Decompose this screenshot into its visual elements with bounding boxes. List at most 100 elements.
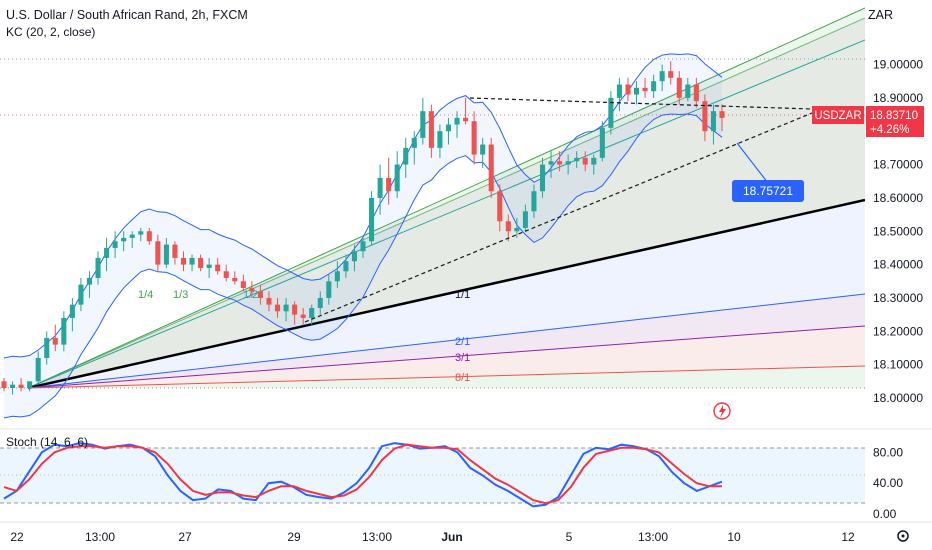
candle-body [505, 221, 511, 232]
candle-body [10, 384, 16, 388]
candle-body [411, 137, 417, 148]
band-lower [3, 113, 723, 419]
price-tag-box [866, 106, 924, 137]
candle-body [599, 127, 605, 158]
price-tick-label: 18.60000 [873, 191, 923, 205]
candle-body [420, 111, 426, 138]
note-tag-text: 18.75721 [743, 184, 793, 198]
candle-body [565, 161, 571, 165]
time-tick-label: 13:00 [362, 530, 392, 544]
candle-body [480, 144, 486, 155]
candle-body [522, 211, 528, 228]
time-tick-label: 22 [10, 530, 24, 544]
candle-body [557, 161, 563, 165]
trendline-lower [304, 112, 813, 323]
candle-body [394, 164, 400, 192]
flash-icon[interactable] [713, 402, 731, 420]
time-axis[interactable]: 22 13:00 27 29 13:00 Jun 5 13:00 10 12 [10, 530, 855, 544]
indicator-label-stoch[interactable]: Stoch (14, 6, 6) [6, 435, 89, 449]
gann-label: 3/1 [455, 352, 470, 364]
candle-body [548, 161, 554, 165]
candle-body [471, 121, 477, 155]
candle-body [300, 314, 306, 318]
candle-body [309, 307, 315, 318]
gann-label: 1/1 [455, 289, 470, 301]
candle-body [539, 164, 546, 192]
candle-body [351, 251, 357, 262]
price-tick-label: 18.30000 [873, 291, 923, 305]
price-tick-label: 18.10000 [873, 358, 923, 372]
stoch-tick-label: 0.00 [873, 507, 897, 521]
trendlines[interactable] [304, 97, 813, 323]
price-tick-label: 18.00000 [873, 391, 923, 405]
candle-body [531, 191, 537, 212]
note-tag[interactable]: 18.75721 [732, 180, 804, 202]
candle-body [232, 277, 238, 282]
symbol-tag-box [812, 106, 864, 124]
candle-body [334, 271, 340, 282]
candle-body [206, 264, 212, 268]
callout-line [736, 142, 769, 184]
price-axis-bg [865, 0, 932, 550]
candle-body [445, 124, 452, 132]
candles [1, 61, 725, 395]
time-tick-label: Jun [441, 530, 462, 544]
candle-body [163, 244, 169, 265]
candle-body [44, 337, 50, 358]
candle-body [428, 111, 434, 148]
gann-label: 1/3 [173, 289, 188, 301]
candle-body [685, 84, 691, 98]
gann-line-1-3 [27, 17, 865, 389]
candle-body [198, 257, 204, 268]
candle-body [69, 304, 75, 318]
candle-body [651, 81, 657, 92]
candle-body [693, 84, 699, 102]
candle-body [719, 111, 725, 118]
time-tick-label: 13:00 [85, 530, 115, 544]
candle-body [454, 117, 460, 125]
settings-icon[interactable] [897, 530, 909, 542]
candle-body [189, 257, 195, 265]
candle-body [608, 97, 614, 128]
candle-body [18, 384, 24, 388]
trendline-upper [469, 97, 813, 110]
stoch-tick-label: 80.00 [873, 445, 903, 459]
candle-body [146, 231, 152, 242]
candle-body [488, 144, 494, 192]
gann-line-8-1 [27, 365, 865, 389]
gann-label: 2/1 [455, 336, 470, 348]
candle-body [574, 157, 580, 162]
price-tick-label: 18.90000 [873, 91, 923, 105]
stoch-pane [0, 447, 865, 504]
candle-body [377, 177, 383, 198]
price-axis[interactable]: 19.0000018.9000018.8000018.7000018.60000… [865, 0, 932, 550]
gann-line-3-1 [27, 325, 865, 389]
candle-body [343, 261, 349, 272]
price-tick-label: 19.00000 [873, 58, 923, 72]
gann-label: 1/4 [138, 289, 153, 301]
candle-body [463, 117, 469, 122]
candle-body [668, 71, 674, 78]
time-tick-label: 12 [841, 530, 855, 544]
candle-body [616, 84, 622, 98]
candle-body [78, 284, 84, 305]
price-tick-label: 18.40000 [873, 258, 923, 272]
stoch-lines [3, 442, 723, 508]
indicator-label-kc[interactable]: KC (20, 2, close) [6, 25, 96, 39]
candle-body [249, 287, 255, 292]
candle-body [1, 381, 7, 388]
candle-body [129, 234, 135, 238]
time-tick-label: 29 [287, 530, 301, 544]
candle-body [386, 177, 392, 192]
candle-body [121, 237, 127, 242]
gann-label: 1/2 [243, 289, 258, 301]
candle-body [180, 257, 187, 265]
currency-label[interactable]: ZAR [868, 8, 893, 22]
price-tag: USDZAR 18.83710 +4.26% [812, 106, 924, 137]
gann-fan [27, 7, 865, 390]
stoch-axis: 80.00 40.00 0.00 [873, 445, 903, 521]
stoch-line-d [3, 443, 722, 505]
candle-body [591, 157, 597, 165]
gann-line-1-1 [27, 198, 865, 390]
